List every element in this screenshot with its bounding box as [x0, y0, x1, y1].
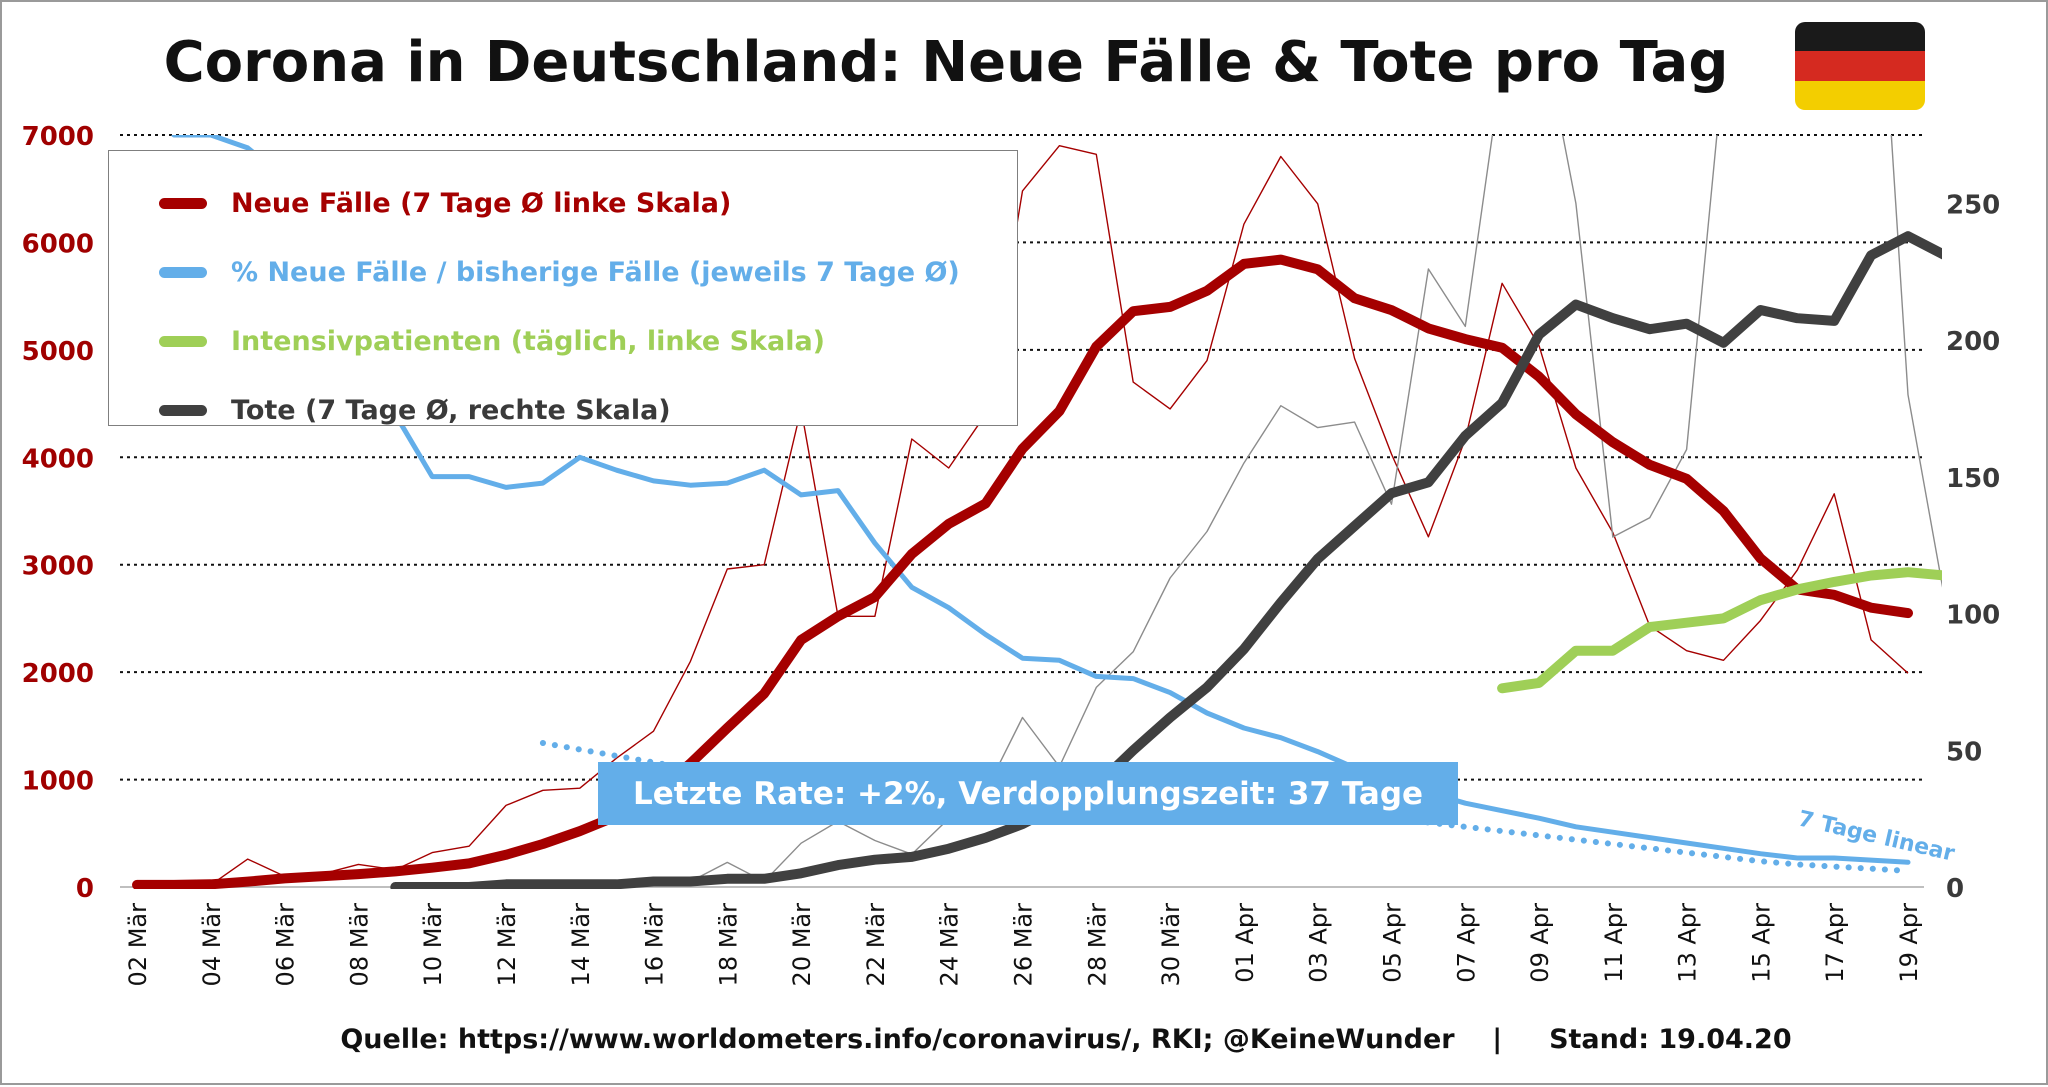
legend-label-new-cases: Neue Fälle (7 Tage Ø linke Skala)	[231, 187, 732, 219]
x-tick-label: 14 Mär	[567, 903, 595, 987]
y-right-tick-label: 100	[1946, 601, 2000, 631]
legend-swatch-deaths	[159, 404, 207, 416]
legend-item-pct: % Neue Fälle / bisherige Fälle (jeweils …	[159, 252, 960, 292]
x-tick-label: 26 Mär	[1010, 903, 1038, 987]
x-tick-label: 08 Mär	[345, 903, 373, 987]
x-tick-label: 22 Mär	[862, 903, 890, 987]
y-left-tick-label: 1000	[22, 767, 94, 797]
chart-title: Corona in Deutschland: Neue Fälle & Tote…	[2, 30, 2048, 95]
rate-annotation-text: Letzte Rate: +2%, Verdopplungszeit: 37 T…	[632, 775, 1424, 812]
x-tick-label: 17 Apr	[1821, 903, 1849, 983]
legend-swatch-icu	[159, 335, 207, 347]
x-tick-label: 30 Mär	[1157, 903, 1185, 987]
y-left-tick-label: 5000	[22, 337, 94, 367]
flag-stripe-gold	[1795, 80, 1925, 110]
y-right-tick-label: 250	[1946, 190, 2000, 220]
legend-label-icu: Intensivpatienten (täglich, linke Skala)	[231, 325, 826, 357]
x-tick-label: 28 Mär	[1083, 903, 1111, 987]
series-line-neue-f-lle-bisherige-f-lle-jeweils-7-tage	[171, 135, 1911, 865]
x-tick-label: 06 Mär	[272, 903, 300, 987]
rate-annotation-box: Letzte Rate: +2%, Verdopplungszeit: 37 T…	[598, 762, 1458, 825]
series-line-neue-f-lle-7-tage-linke-skala	[132, 254, 1913, 889]
x-tick-label: 09 Apr	[1526, 903, 1554, 983]
x-tick-label: 10 Mär	[419, 903, 447, 987]
y-left-tick-label: 2000	[22, 659, 94, 689]
series-line-7-tage-linear	[539, 740, 694, 772]
x-tick-label: 16 Mär	[641, 903, 669, 987]
x-tick-label: 05 Apr	[1378, 903, 1406, 983]
y-left-tick-label: 7000	[22, 122, 94, 152]
x-tick-label: 19 Apr	[1895, 903, 1923, 983]
flag-stripe-black	[1795, 22, 1925, 52]
x-tick-label: 02 Mär	[124, 903, 152, 987]
x-tick-label: 20 Mär	[788, 903, 816, 987]
series-line-intensivpatienten-t-glich-linke-skala	[1497, 567, 1942, 694]
y-right-tick-label: 0	[1946, 874, 1964, 904]
x-tick-label: 04 Mär	[198, 903, 226, 987]
x-tick-label: 13 Apr	[1674, 903, 1702, 983]
x-tick-label: 03 Apr	[1305, 903, 1333, 983]
legend-item-icu: Intensivpatienten (täglich, linke Skala)	[159, 321, 825, 361]
y-right-tick-label: 50	[1946, 737, 1982, 767]
y-left-tick-label: 6000	[22, 229, 94, 259]
legend-item-deaths: Tote (7 Tage Ø, rechte Skala)	[159, 390, 671, 430]
x-tick-label: 12 Mär	[493, 903, 521, 987]
x-tick-label: 24 Mär	[936, 903, 964, 987]
germany-flag-icon	[1795, 22, 1925, 110]
series-line-tote-7-tage-rechte-skala	[390, 231, 1942, 889]
legend-label-pct: % Neue Fälle / bisherige Fälle (jeweils …	[231, 256, 960, 288]
footer-stand: Stand: 19.04.20	[1549, 1024, 1792, 1055]
legend-label-deaths: Tote (7 Tage Ø, rechte Skala)	[231, 394, 671, 426]
legend-swatch-new-cases	[159, 197, 207, 209]
series-line-7-tage-linear-rechts	[1388, 815, 1911, 874]
y-right-tick-label: 200	[1946, 327, 2000, 357]
x-tick-label: 15 Apr	[1747, 903, 1775, 983]
y-left-tick-label: 0	[76, 874, 94, 904]
legend-swatch-pct	[159, 266, 207, 278]
legend-item-new-cases: Neue Fälle (7 Tage Ø linke Skala)	[159, 183, 731, 223]
y-right-tick-label: 150	[1946, 464, 2000, 494]
footer-separator: |	[1492, 1024, 1503, 1055]
chart-title-text: Corona in Deutschland: Neue Fälle & Tote…	[163, 30, 1729, 95]
x-tick-label: 01 Apr	[1231, 903, 1259, 983]
y-left-tick-label: 3000	[22, 552, 94, 582]
chart-legend: Neue Fälle (7 Tage Ø linke Skala) % Neue…	[108, 150, 1018, 426]
chart-footer: Quelle: https://www.worldometers.info/co…	[2, 1024, 2048, 1055]
x-tick-label: 11 Apr	[1600, 903, 1628, 983]
flag-stripe-red	[1795, 51, 1925, 81]
y-left-tick-label: 4000	[22, 444, 94, 474]
footer-source: Quelle: https://www.worldometers.info/co…	[340, 1024, 1455, 1055]
x-tick-label: 18 Mär	[714, 903, 742, 987]
x-tick-label: 07 Apr	[1452, 903, 1480, 983]
